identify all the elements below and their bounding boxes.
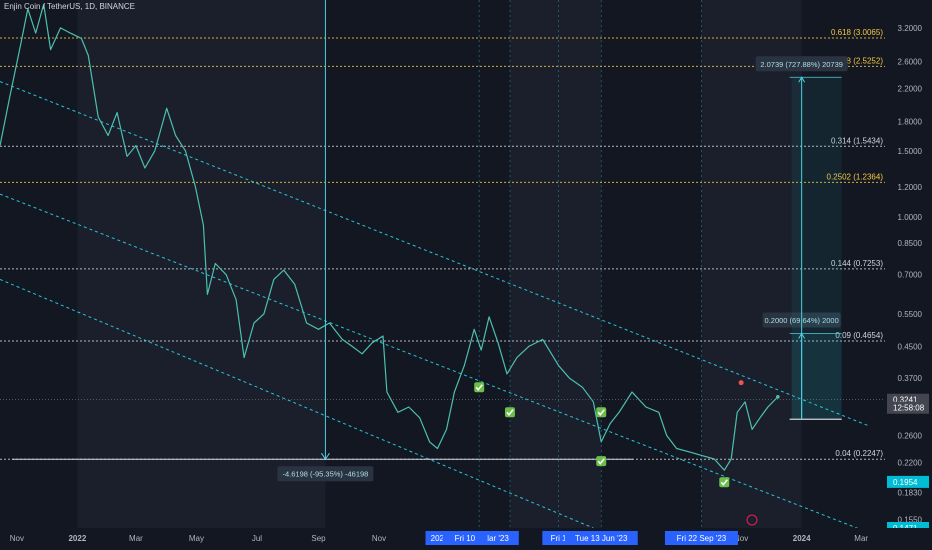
measure-label: 2.0739 (727.88%) 20739 — [760, 60, 843, 69]
checkmark-glyph — [475, 384, 483, 391]
price-tag-label: 0.1954 — [893, 478, 918, 487]
measure-label: -4.6198 (-95.35%) -46198 — [282, 470, 368, 479]
price-tick-label: 3.2000 — [898, 24, 923, 33]
fib-label: 0.618 (3.0065) — [831, 28, 883, 37]
price-tag-label: 12:58:08 — [893, 404, 925, 413]
time-highlight-label: 2023 — [431, 534, 449, 543]
channel-lines — [0, 81, 871, 534]
shade-band — [509, 0, 602, 528]
time-highlight-box — [664, 531, 738, 545]
measure-box — [791, 77, 842, 420]
time-tick-label: Nov — [734, 534, 748, 543]
symbol-title: Enjin Coin / TetherUS, 1D, BINANCE — [4, 2, 136, 11]
time-tick-label: Jul — [252, 534, 262, 543]
price-tick-label: 0.1830 — [898, 489, 923, 498]
time-tick-label: 2022 — [68, 534, 86, 543]
price-tick-label: 1.5000 — [898, 147, 923, 156]
price-tick-label: 0.5500 — [898, 310, 923, 319]
time-highlight-label: Fri 1 — [551, 534, 568, 543]
price-tick-label: 0.2600 — [898, 432, 923, 441]
time-highlight-label: lar '23 — [487, 534, 509, 543]
measure-label-box — [755, 56, 848, 72]
price-tick-label: 1.8000 — [898, 117, 923, 126]
fib-label: 0.144 (0.7253) — [831, 259, 883, 268]
time-tick-label: May — [189, 534, 204, 543]
checkmark-icon — [504, 407, 515, 418]
channel-lower — [0, 278, 594, 529]
time-axis[interactable]: Nov 2022 Mar May Jul Sep Nov Nov 2024 Mar 2023 Fri … — [0, 514, 932, 550]
checkmark-glyph — [720, 479, 728, 486]
price-tag — [887, 401, 929, 414]
fib-levels: 0.618 (3.0065) 0.518 (2.5252) 0.314 (1.543… — [0, 28, 885, 460]
checkmarks — [474, 382, 730, 488]
time-tick-label: Nov — [10, 534, 24, 543]
time-tick-label: Mar — [129, 534, 143, 543]
measure-box — [791, 333, 842, 420]
price-tick-label: 2.6000 — [898, 58, 923, 67]
price-axis-bg — [885, 0, 932, 528]
measure-label-box — [277, 466, 374, 482]
time-tick-label: Mar — [854, 534, 868, 543]
price-tick-label: 0.3700 — [898, 374, 923, 383]
time-highlight-box — [477, 531, 519, 545]
fib-label: 0.2502 (1.2364) — [827, 172, 884, 181]
shade-band — [701, 0, 802, 528]
background-bands — [77, 0, 802, 528]
price-tick-label: 0.2200 — [898, 459, 923, 468]
checkmark-glyph — [597, 458, 605, 465]
price-axis[interactable]: 3.2000 2.6000 2.2000 1.8000 1.5000 1.2000 1.00… — [885, 0, 932, 534]
time-tick-label: Sep — [311, 534, 326, 543]
price-tag — [887, 475, 929, 488]
measure-arrow — [798, 76, 806, 83]
price-tick-label: 2.2000 — [898, 85, 923, 94]
checkmark-glyph — [506, 409, 514, 416]
price-tick-label: 0.8500 — [898, 239, 923, 248]
checkmark-icon — [596, 456, 607, 467]
fib-label: 0.314 (1.5434) — [831, 136, 883, 145]
time-highlight-label: Fri 22 Sep '23 — [677, 534, 727, 543]
price-series — [0, 3, 885, 471]
last-price-dot — [776, 395, 780, 399]
time-highlight-label: Tue 13 Jun '23 — [575, 534, 628, 543]
checkmark-icon — [474, 382, 485, 393]
price-tick-label: 1.2000 — [898, 183, 923, 192]
price-tick-label: 0.1550 — [898, 516, 923, 525]
flash-icon[interactable] — [746, 514, 758, 526]
checkmark-icon — [719, 477, 730, 488]
price-line — [0, 3, 779, 471]
measurement[interactable]: 2.0739 (727.88%) 20739 — [755, 56, 848, 420]
measurement[interactable]: -4.6198 (-95.35%) -46198 — [12, 0, 633, 482]
time-tick-label: Nov — [372, 534, 386, 543]
shade-band — [77, 0, 326, 528]
time-highlight-box — [564, 531, 638, 545]
checkmark-glyph — [597, 409, 605, 416]
alert-marker — [738, 380, 744, 386]
time-tick-label: 2024 — [793, 534, 811, 543]
price-tick-label: 1.0000 — [898, 213, 923, 222]
checkmark-icon — [596, 407, 607, 418]
fib-label: 0.04 (0.2247) — [835, 449, 883, 458]
price-tick-label: 0.7000 — [898, 271, 923, 280]
fib-label: 0.518 (2.5252) — [831, 56, 883, 65]
fib-label: 0.09 (0.4654) — [835, 331, 883, 340]
price-tick-label: 0.4500 — [898, 342, 923, 351]
price-tag-label: 0.3241 — [893, 396, 918, 405]
